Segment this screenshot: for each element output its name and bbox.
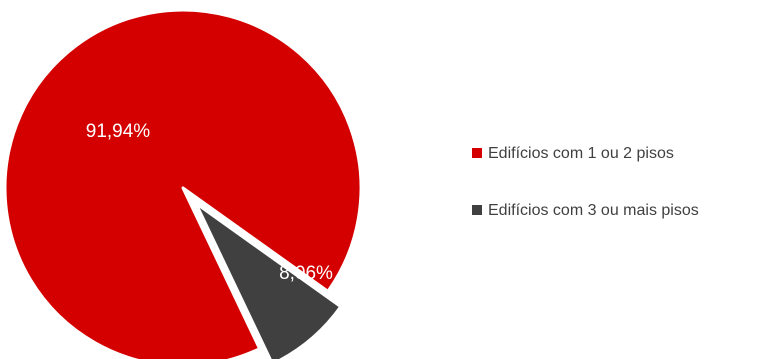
pie-slices — [3, 8, 363, 359]
legend-label-3-or-more-floors: Edifícios com 3 ou mais pisos — [488, 202, 699, 219]
data-label-3-or-more-floors: 8,06% — [279, 263, 333, 284]
pie-slice-1-or-2-floors[interactable] — [3, 8, 363, 359]
legend-swatch-3-or-more-floors — [472, 205, 482, 215]
legend-item-3-or-more-floors[interactable]: Edifícios com 3 ou mais pisos — [472, 202, 699, 219]
pie-slice-3-or-more-floors[interactable] — [194, 201, 343, 359]
legend: Edifícios com 1 ou 2 pisos Edifícios com… — [472, 145, 699, 219]
pie-data-labels: 91,94% 8,06% — [86, 121, 333, 284]
legend-item-1-or-2-floors[interactable]: Edifícios com 1 ou 2 pisos — [472, 145, 674, 162]
legend-swatch-1-or-2-floors — [472, 148, 482, 158]
data-label-1-or-2-floors: 91,94% — [86, 121, 151, 142]
legend-label-1-or-2-floors: Edifícios com 1 ou 2 pisos — [488, 145, 674, 162]
